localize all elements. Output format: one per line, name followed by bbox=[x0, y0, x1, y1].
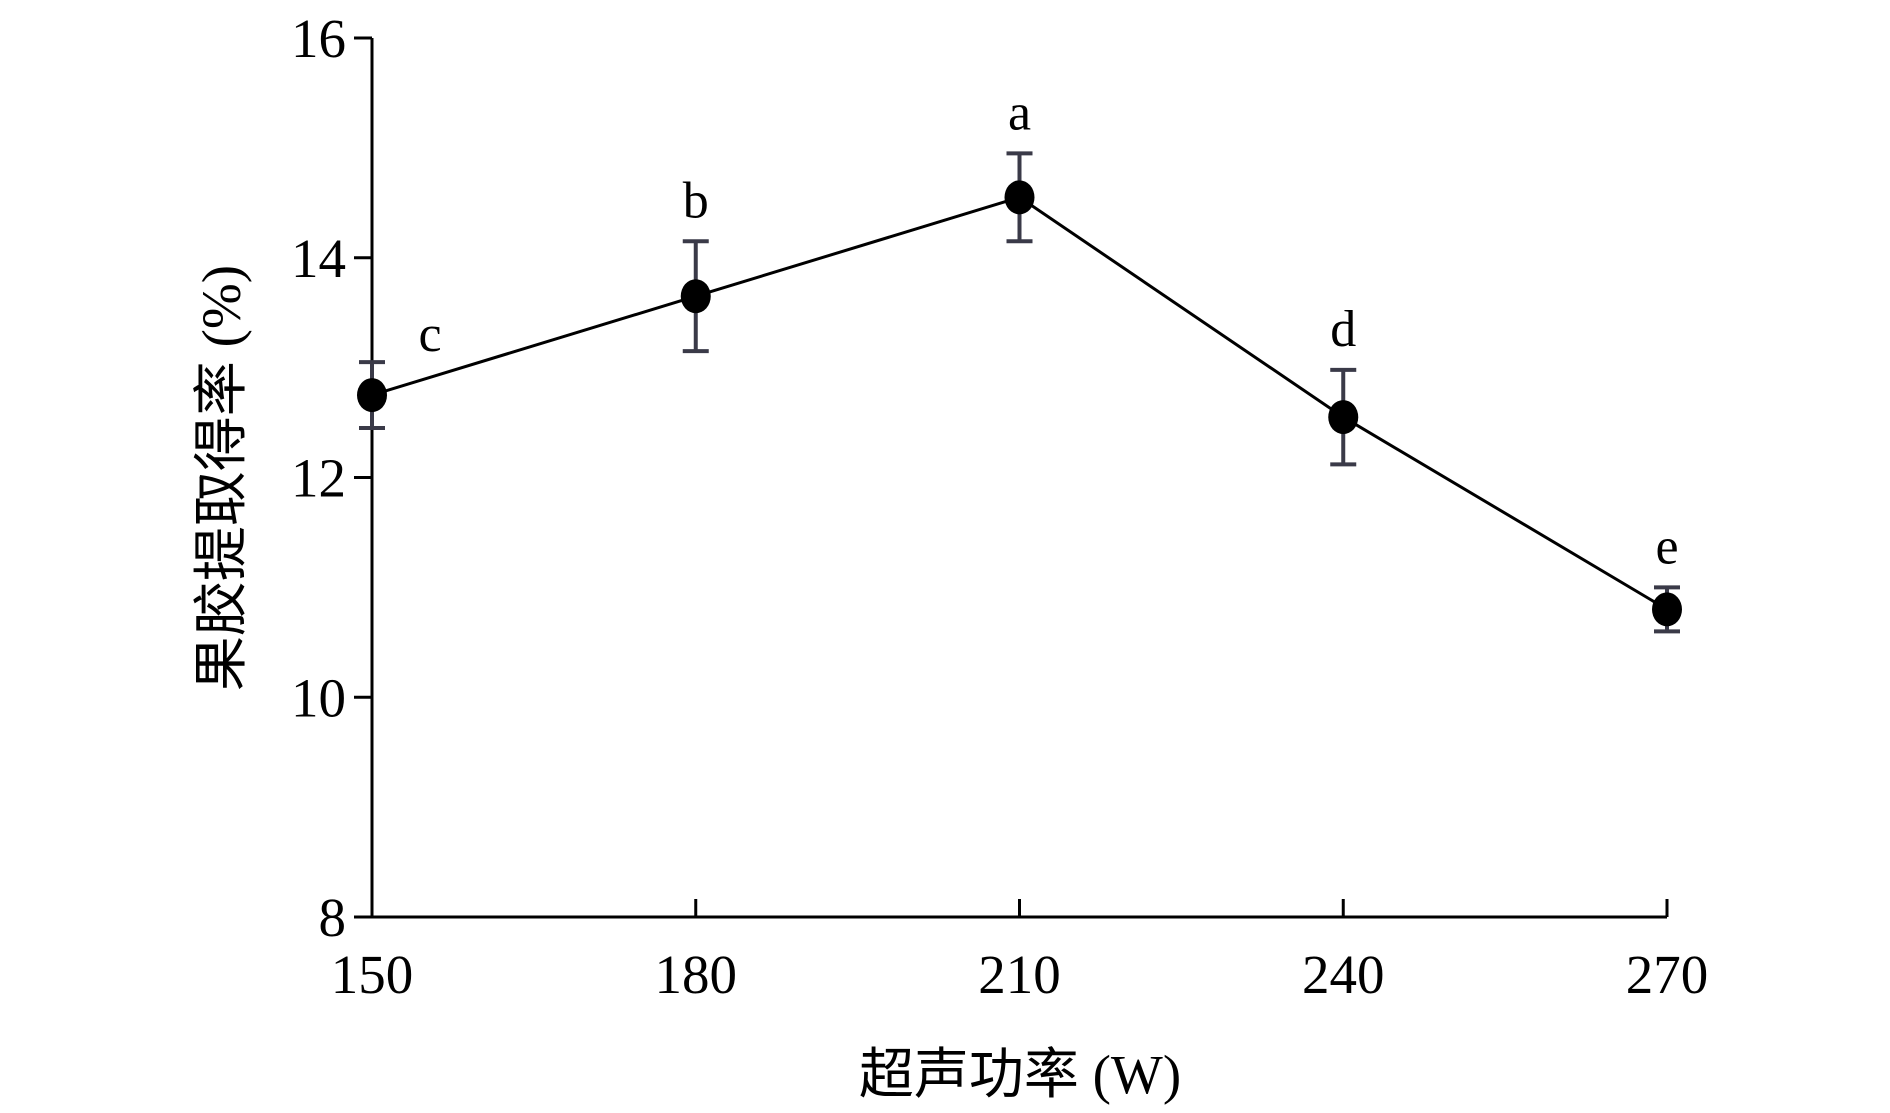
x-tick-label: 270 bbox=[1626, 944, 1709, 1005]
y-tick-label: 8 bbox=[319, 887, 347, 948]
y-axis: 8 10 12 14 16 bbox=[291, 8, 374, 948]
significance-label: e bbox=[1655, 518, 1678, 575]
y-tick-label: 12 bbox=[291, 448, 346, 509]
x-tick-label: 150 bbox=[331, 944, 414, 1005]
significance-label: a bbox=[1008, 84, 1031, 141]
series: c b a d e bbox=[357, 84, 1682, 634]
x-tick-label: 180 bbox=[655, 944, 738, 1005]
y-tick-label: 10 bbox=[291, 667, 346, 728]
y-tick-label: 14 bbox=[291, 228, 346, 289]
y-axis-title: 果胶提取得率 (%) bbox=[191, 265, 252, 691]
x-axis-title: 超声功率 (W) bbox=[859, 1044, 1181, 1105]
significance-label: d bbox=[1330, 301, 1356, 358]
x-axis: 150 180 210 240 270 bbox=[331, 899, 1709, 1005]
x-ticks: 150 180 210 240 270 bbox=[331, 899, 1709, 1005]
y-tick-label: 16 bbox=[291, 8, 346, 69]
significance-label: c bbox=[418, 306, 441, 363]
significance-label: b bbox=[683, 172, 709, 229]
x-tick-label: 210 bbox=[978, 944, 1061, 1005]
data-point bbox=[357, 378, 387, 413]
data-point bbox=[1004, 180, 1035, 215]
data-point bbox=[1328, 400, 1359, 435]
data-point bbox=[1652, 592, 1682, 627]
series-line bbox=[371, 195, 1668, 611]
y-ticks: 8 10 12 14 16 bbox=[291, 8, 372, 948]
x-tick-label: 240 bbox=[1302, 944, 1385, 1005]
data-point bbox=[680, 279, 711, 314]
